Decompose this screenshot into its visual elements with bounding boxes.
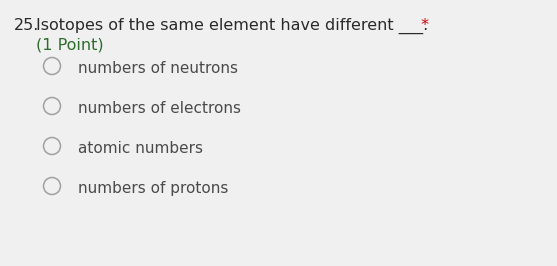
- Text: numbers of protons: numbers of protons: [78, 181, 228, 196]
- Ellipse shape: [43, 57, 61, 74]
- Ellipse shape: [43, 177, 61, 194]
- Text: 25.: 25.: [14, 18, 40, 33]
- Text: Isotopes of the same element have different ___.: Isotopes of the same element have differ…: [36, 18, 428, 34]
- Text: *: *: [416, 18, 429, 33]
- Text: numbers of electrons: numbers of electrons: [78, 101, 241, 116]
- Ellipse shape: [43, 138, 61, 155]
- Text: numbers of neutrons: numbers of neutrons: [78, 61, 238, 76]
- Text: (1 Point): (1 Point): [36, 37, 104, 52]
- Ellipse shape: [43, 98, 61, 114]
- Text: atomic numbers: atomic numbers: [78, 141, 203, 156]
